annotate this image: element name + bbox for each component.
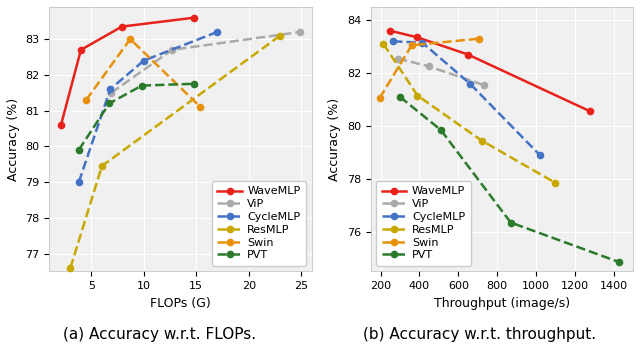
Line: WaveMLP: WaveMLP [58, 15, 197, 128]
CycleMLP [466, 81, 474, 86]
PVT [138, 84, 146, 88]
ViP [108, 90, 115, 95]
CycleMLP [419, 41, 426, 45]
ResMLP [477, 139, 485, 143]
Line: ResMLP: ResMLP [67, 32, 284, 271]
Line: ViP: ViP [108, 29, 303, 96]
Swin [83, 98, 90, 102]
ViP [168, 48, 176, 52]
ResMLP [380, 42, 387, 46]
Text: (a) Accuracy w.r.t. FLOPs.: (a) Accuracy w.r.t. FLOPs. [63, 326, 257, 342]
ResMLP [276, 33, 284, 38]
WaveMLP [464, 53, 472, 57]
Line: Swin: Swin [376, 35, 482, 101]
PVT [616, 260, 623, 264]
Text: (b) Accuracy w.r.t. throughput.: (b) Accuracy w.r.t. throughput. [364, 326, 596, 342]
Line: Swin: Swin [83, 36, 204, 110]
Line: PVT: PVT [76, 81, 197, 153]
WaveMLP [387, 29, 394, 33]
ResMLP [413, 94, 421, 98]
PVT [75, 148, 83, 152]
Y-axis label: Accuracy (%): Accuracy (%) [328, 98, 341, 181]
PVT [507, 220, 515, 224]
ResMLP [98, 164, 106, 168]
Line: PVT: PVT [397, 94, 623, 265]
X-axis label: FLOPs (G): FLOPs (G) [150, 297, 211, 310]
Y-axis label: Accuracy (%): Accuracy (%) [7, 98, 20, 181]
Swin [126, 37, 134, 41]
ViP [479, 83, 487, 87]
CycleMLP [536, 153, 543, 157]
WaveMLP [190, 16, 198, 20]
ViP [296, 30, 304, 34]
PVT [437, 128, 445, 132]
CycleMLP [106, 87, 114, 91]
Swin [408, 43, 415, 47]
ViP [426, 64, 433, 69]
PVT [106, 101, 113, 105]
Swin [475, 37, 483, 41]
Line: CycleMLP: CycleMLP [390, 38, 543, 158]
WaveMLP [77, 48, 84, 52]
Line: WaveMLP: WaveMLP [387, 27, 593, 114]
Legend: WaveMLP, ViP, CycleMLP, ResMLP, Swin, PVT: WaveMLP, ViP, CycleMLP, ResMLP, Swin, PV… [376, 181, 471, 266]
Line: ViP: ViP [395, 55, 486, 88]
Swin [196, 105, 204, 109]
PVT [190, 82, 198, 86]
Line: ResMLP: ResMLP [380, 41, 559, 186]
CycleMLP [389, 39, 397, 44]
CycleMLP [213, 30, 221, 34]
ViP [394, 56, 402, 61]
WaveMLP [118, 24, 125, 29]
CycleMLP [75, 180, 83, 184]
PVT [396, 95, 404, 99]
Swin [376, 96, 383, 100]
X-axis label: Throughput (image/s): Throughput (image/s) [434, 297, 570, 310]
Legend: WaveMLP, ViP, CycleMLP, ResMLP, Swin, PVT: WaveMLP, ViP, CycleMLP, ResMLP, Swin, PV… [212, 181, 306, 266]
WaveMLP [57, 123, 65, 127]
ResMLP [552, 181, 559, 185]
WaveMLP [413, 35, 421, 39]
CycleMLP [140, 58, 148, 63]
ResMLP [67, 266, 74, 270]
WaveMLP [586, 109, 594, 113]
Line: CycleMLP: CycleMLP [76, 29, 220, 185]
